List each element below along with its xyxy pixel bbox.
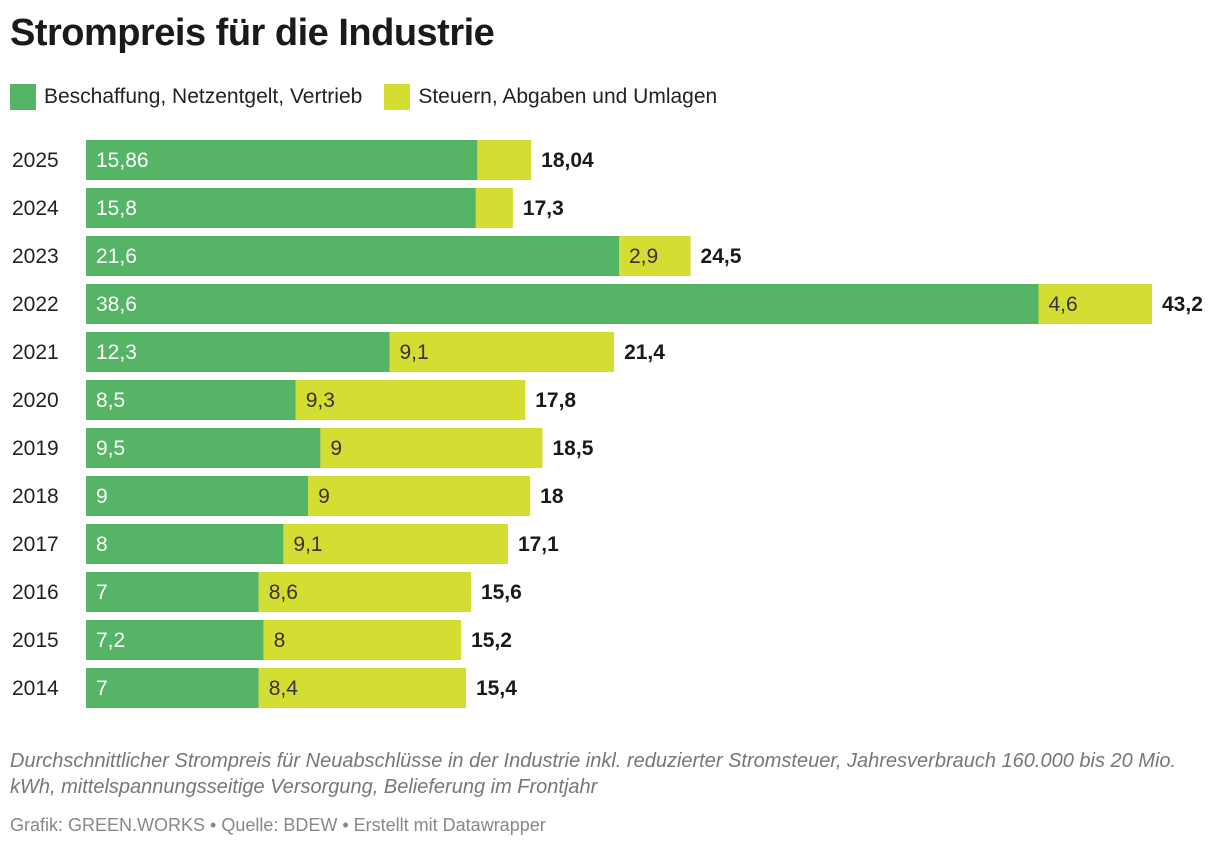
bar-segment <box>477 140 532 180</box>
bar-segment <box>389 332 615 372</box>
segment-label: 4,6 <box>1048 293 1077 316</box>
category-label: 2025 <box>12 149 59 172</box>
segment-label: 8,5 <box>96 389 125 412</box>
segment-label: 9,1 <box>400 341 429 364</box>
total-label: 15,4 <box>476 677 517 700</box>
bar-segment <box>86 284 1039 324</box>
total-label: 15,6 <box>481 581 522 604</box>
segment-label: 9 <box>96 485 108 508</box>
segment-label: 21,6 <box>96 245 137 268</box>
category-label: 2022 <box>12 293 59 316</box>
segment-label: 7,2 <box>96 629 125 652</box>
bar-segment <box>475 188 513 228</box>
segment-label: 8 <box>96 533 108 556</box>
bar-segment <box>86 668 259 708</box>
segment-label: 2,9 <box>629 245 658 268</box>
bar-segment <box>86 380 296 420</box>
total-label: 15,2 <box>471 629 512 652</box>
bar-segment <box>86 476 309 516</box>
chart-note: Durchschnittlicher Strompreis für Neuabs… <box>10 750 1177 798</box>
segment-label: 9,1 <box>293 533 322 556</box>
category-label: 2015 <box>12 629 59 652</box>
category-label: 2021 <box>12 341 59 364</box>
total-label: 18,04 <box>541 149 594 172</box>
segment-label: 9 <box>330 437 342 460</box>
total-label: 18 <box>540 485 564 508</box>
chart-title: Strompreis für die Industrie <box>10 12 495 54</box>
bar-segment <box>308 476 531 516</box>
segment-label: 8,4 <box>269 677 299 700</box>
bar-segment <box>263 620 462 660</box>
bar-segment <box>1038 284 1152 324</box>
segment-label: 9 <box>318 485 330 508</box>
bar-segment <box>86 140 478 180</box>
bar-segment <box>295 380 526 420</box>
category-label: 2016 <box>12 581 59 604</box>
legend-item-procurement: Beschaffung, Netzentgelt, Vertrieb <box>10 84 362 110</box>
segment-label: 38,6 <box>96 293 137 316</box>
segment-label: 9,5 <box>96 437 125 460</box>
segment-label: 9,3 <box>306 389 335 412</box>
total-label: 21,4 <box>624 341 665 364</box>
category-label: 2014 <box>12 677 59 700</box>
legend-label: Beschaffung, Netzentgelt, Vertrieb <box>44 85 363 108</box>
bar-segment <box>619 236 691 276</box>
total-label: 17,8 <box>535 389 576 412</box>
total-label: 17,1 <box>518 533 559 556</box>
bar-segment <box>86 332 390 372</box>
category-label: 2017 <box>12 533 59 556</box>
segment-label: 15,86 <box>96 149 149 172</box>
segment-label: 7 <box>96 677 108 700</box>
segment-label: 8 <box>274 629 286 652</box>
total-label: 17,3 <box>523 197 564 220</box>
segment-label: 12,3 <box>96 341 137 364</box>
segment-label: 7 <box>96 581 108 604</box>
bar-segment <box>86 188 476 228</box>
bar-segment <box>86 236 619 276</box>
bar-segment <box>86 524 284 564</box>
category-label: 2020 <box>12 389 59 412</box>
category-label: 2023 <box>12 245 59 268</box>
total-label: 43,2 <box>1162 293 1203 316</box>
bar-segment <box>86 620 264 660</box>
total-label: 24,5 <box>701 245 742 268</box>
bar-segment <box>86 428 321 468</box>
bar-segment <box>86 572 259 612</box>
chart-footer: Grafik: GREEN.WORKS • Quelle: BDEW • Ers… <box>10 815 546 835</box>
bar-segment <box>283 524 508 564</box>
legend-swatch-yellow <box>384 84 411 110</box>
category-label: 2024 <box>12 197 59 220</box>
total-label: 18,5 <box>553 437 594 460</box>
legend-swatch-green <box>10 84 36 110</box>
bar-segment <box>258 572 471 612</box>
category-label: 2019 <box>12 437 59 460</box>
legend-item-taxes: Steuern, Abgaben und Umlagen <box>384 84 717 110</box>
legend-label: Steuern, Abgaben und Umlagen <box>418 85 718 108</box>
category-label: 2018 <box>12 485 59 508</box>
bar-chart: 2025 15,86 18,04 2024 15,8 17,3 2023 21,6 2,9 24,… <box>12 140 1203 708</box>
bar-segment <box>258 668 467 708</box>
segment-label: 15,8 <box>96 197 137 220</box>
bar-segment <box>320 428 543 468</box>
legend: Beschaffung, Netzentgelt, Vertrieb Steue… <box>10 84 739 110</box>
segment-label: 8,6 <box>269 581 298 604</box>
